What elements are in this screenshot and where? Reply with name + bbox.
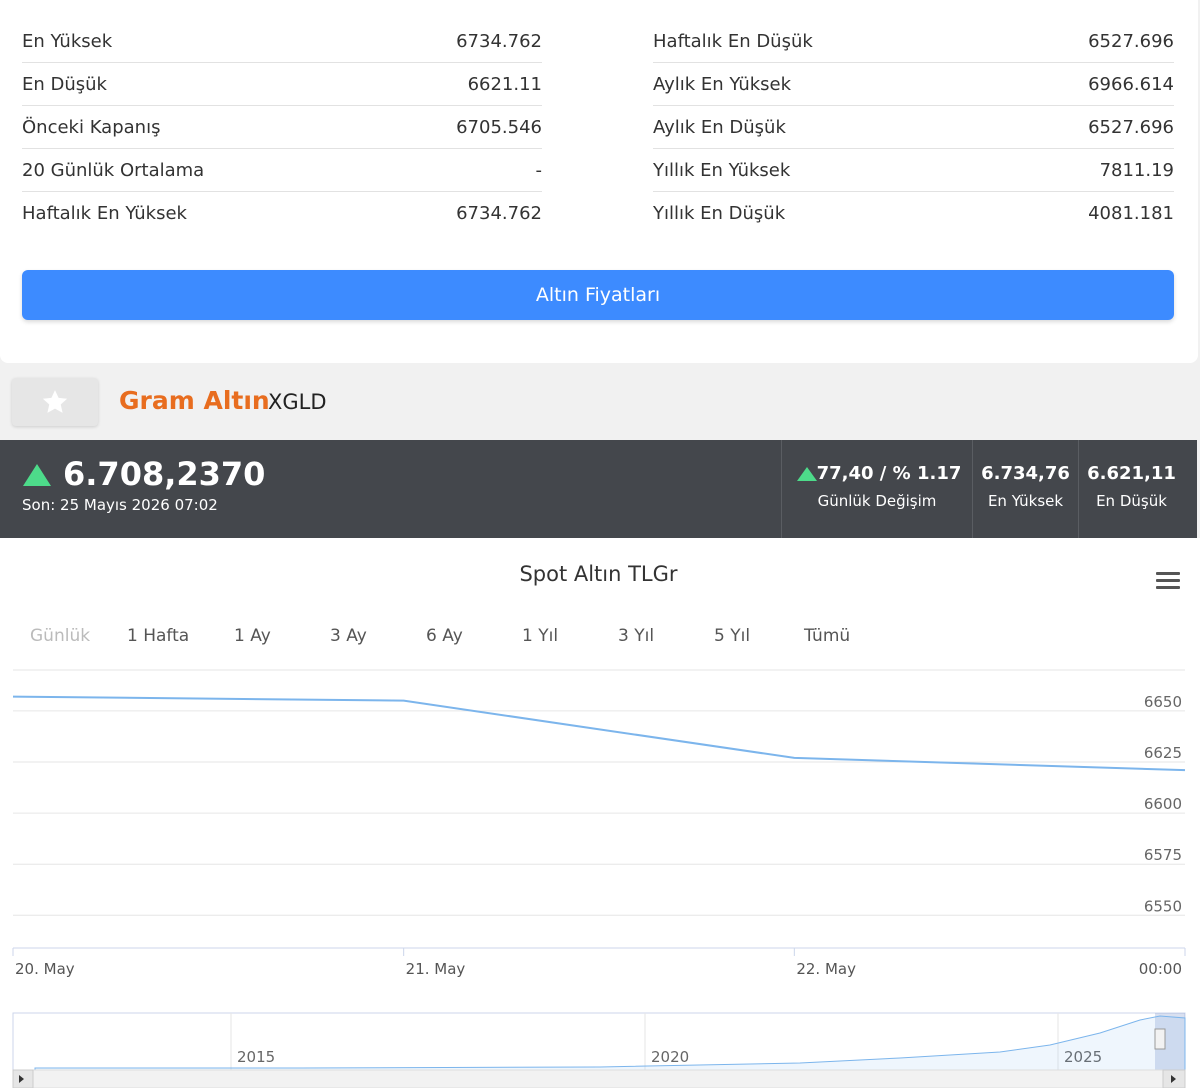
stat-row-low: En Düşük 6621.11 xyxy=(22,63,542,106)
stat-label: En Yüksek xyxy=(22,30,113,52)
stat-row-high: En Yüksek 6734.762 xyxy=(22,20,542,63)
stat-label: Aylık En Yüksek xyxy=(653,73,792,95)
day-low-label: En Düşük xyxy=(1096,492,1167,510)
day-low-cell: 6.621,11 En Düşük xyxy=(1078,440,1184,538)
stat-value: 6527.696 xyxy=(1088,116,1174,138)
daily-change-value: 77,40 / % 1.17 xyxy=(816,463,962,484)
stat-row-weekly-high: Haftalık En Yüksek 6734.762 xyxy=(22,192,542,235)
stats-card: En Yüksek 6734.762 En Düşük 6621.11 Önceki… xyxy=(0,0,1198,363)
navigator-year-label: 2015 xyxy=(237,1048,275,1066)
up-arrow-icon xyxy=(23,464,51,486)
hamburger-menu-icon[interactable] xyxy=(1156,572,1180,592)
range-button-3-months[interactable]: 3 Ay xyxy=(330,626,367,646)
stat-value: 6705.546 xyxy=(456,116,542,138)
stats-column-right: Haftalık En Düşük 6527.696 Aylık En Yükse… xyxy=(653,20,1174,235)
x-tick-label: 20. May xyxy=(15,960,75,978)
chart-title: Spot Altın TLGr xyxy=(519,562,678,586)
price-series-line xyxy=(12,695,1186,772)
y-tick-label: 6600 xyxy=(1144,795,1182,813)
stat-row-yearly-low: Yıllık En Düşük 4081.181 xyxy=(653,192,1174,235)
navigator-handle[interactable] xyxy=(1154,1028,1166,1050)
stat-label: 20 Günlük Ortalama xyxy=(22,159,205,181)
last-update-time: Son: 25 Mayıs 2026 07:02 xyxy=(22,496,218,514)
instrument-name: Gram Altın xyxy=(119,386,270,415)
range-button-daily[interactable]: Günlük xyxy=(30,626,91,646)
range-button-5-years[interactable]: 5 Yıl xyxy=(714,626,751,646)
range-button-3-years[interactable]: 3 Yıl xyxy=(618,626,655,646)
stat-label: Önceki Kapanış xyxy=(22,116,161,138)
chevron-right-icon xyxy=(1171,1075,1176,1083)
chart-svg: 6550 6575 6600 6625 6650 20. May 21. May 22. Ma… xyxy=(12,669,1186,1088)
instrument-header: Gram Altın XGLD xyxy=(0,363,1200,440)
stat-label: Yıllık En Yüksek xyxy=(653,159,791,181)
stat-value: 6734.762 xyxy=(456,203,542,224)
x-tick-label: 00:00 xyxy=(1139,960,1182,978)
y-tick-label: 6575 xyxy=(1144,846,1182,864)
chevron-left-icon xyxy=(19,1075,24,1083)
day-high-label: En Yüksek xyxy=(987,492,1064,510)
navigator-year-label: 2020 xyxy=(651,1048,689,1066)
stat-label: Yıllık En Düşük xyxy=(653,203,786,224)
stats-column-left: En Yüksek 6734.762 En Düşük 6621.11 Önceki… xyxy=(22,20,542,235)
stat-label: En Düşük xyxy=(22,73,107,95)
stat-row-weekly-low: Haftalık En Düşük 6527.696 xyxy=(653,20,1174,63)
range-button-1-month[interactable]: 1 Ay xyxy=(234,626,271,646)
x-tick-label: 21. May xyxy=(406,960,466,978)
stat-label: Aylık En Düşük xyxy=(653,116,786,138)
stat-value: 6734.762 xyxy=(456,30,542,52)
instrument-code: XGLD xyxy=(268,390,327,414)
star-icon xyxy=(42,390,68,413)
day-high-cell: 6.734,76 En Yüksek xyxy=(972,440,1078,538)
stat-row-20-day-average: 20 Günlük Ortalama - xyxy=(22,149,542,192)
daily-change-cell: 77,40 / % 1.17 Günlük Değişim xyxy=(781,440,972,538)
range-selector: Günlük 1 Hafta 1 Ay 3 Ay 6 Ay 1 Yıl 3 Yı… xyxy=(0,626,900,650)
stat-value: 4081.181 xyxy=(1088,203,1174,224)
up-arrow-icon xyxy=(797,467,817,481)
favorite-button[interactable] xyxy=(12,378,98,426)
range-button-1-year[interactable]: 1 Yıl xyxy=(522,626,559,646)
current-price: 6.708,2370 xyxy=(63,455,266,493)
stat-value: 7811.19 xyxy=(1099,159,1174,181)
range-button-1-week[interactable]: 1 Hafta xyxy=(127,626,190,646)
x-tick-label: 22. May xyxy=(796,960,856,978)
stat-value: 6527.696 xyxy=(1088,30,1174,52)
navigator-frame xyxy=(12,1012,1186,1071)
price-chart: 6550 6575 6600 6625 6650 20. May 21. May 22. Ma… xyxy=(0,538,1200,1088)
daily-change-label: Günlük Değişim xyxy=(817,492,937,510)
day-low-value: 6.621,11 xyxy=(1087,463,1176,484)
scrollbar-track[interactable] xyxy=(12,1069,1186,1088)
stat-row-yearly-high: Yıllık En Yüksek 7811.19 xyxy=(653,149,1174,192)
gold-prices-button[interactable]: Altın Fiyatları xyxy=(22,270,1174,320)
y-tick-label: 6650 xyxy=(1144,693,1182,711)
range-button-6-months[interactable]: 6 Ay xyxy=(426,626,463,646)
y-tick-label: 6550 xyxy=(1144,897,1182,915)
y-tick-label: 6625 xyxy=(1144,744,1182,762)
stat-value: - xyxy=(535,159,543,181)
range-button-all[interactable]: Tümü xyxy=(804,626,851,646)
stat-row-previous-close: Önceki Kapanış 6705.546 xyxy=(22,106,542,149)
stat-value: 6621.11 xyxy=(467,73,542,95)
stat-value: 6966.614 xyxy=(1088,73,1174,95)
day-high-value: 6.734,76 xyxy=(981,463,1070,484)
stat-row-monthly-high: Aylık En Yüksek 6966.614 xyxy=(653,63,1174,106)
navigator-series xyxy=(34,1015,1186,1071)
stat-label: Haftalık En Düşük xyxy=(653,30,813,52)
stat-label: Haftalık En Yüksek xyxy=(22,203,187,224)
navigator-year-label: 2025 xyxy=(1064,1048,1102,1066)
price-summary-bar: 6.708,2370 Son: 25 Mayıs 2026 07:02 77,4… xyxy=(0,440,1197,538)
stat-row-monthly-low: Aylık En Düşük 6527.696 xyxy=(653,106,1174,149)
